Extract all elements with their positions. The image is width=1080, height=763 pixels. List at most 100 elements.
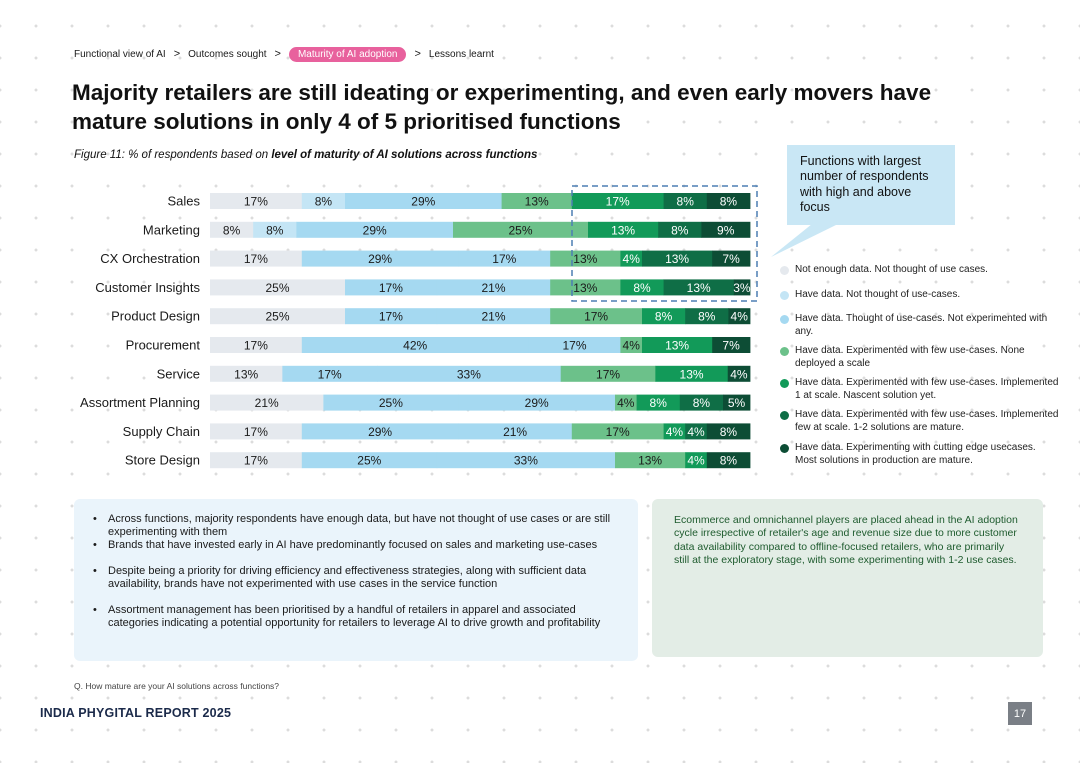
data-label: 17% bbox=[379, 310, 403, 324]
bar-segment bbox=[571, 193, 664, 209]
category-label: Marketing bbox=[143, 222, 200, 237]
bar-segment bbox=[377, 365, 562, 382]
breadcrumb-item-functional-view[interactable]: Functional view of AI bbox=[74, 48, 166, 60]
bar-segment bbox=[663, 279, 735, 296]
category-label: Service bbox=[157, 366, 200, 381]
bar-segment bbox=[301, 423, 459, 440]
bar-segment bbox=[210, 337, 303, 353]
bar-segment bbox=[210, 279, 346, 296]
figure-caption-text: % of respondents based on bbox=[124, 149, 272, 161]
data-label: 8% bbox=[720, 425, 738, 439]
data-label: 17% bbox=[562, 339, 586, 353]
data-label: 13% bbox=[525, 195, 549, 209]
bar-segment bbox=[712, 250, 751, 267]
data-label: 29% bbox=[368, 425, 392, 439]
insights-panel: • Across functions, majority respondents … bbox=[74, 499, 638, 661]
data-label: 4% bbox=[731, 310, 749, 324]
data-label: 13% bbox=[638, 454, 662, 468]
bar-segment bbox=[658, 221, 702, 238]
data-label: 29% bbox=[411, 195, 435, 209]
legend-item: Have data. Experimented with few use-cas… bbox=[780, 345, 1070, 370]
bar-segment bbox=[458, 250, 551, 267]
bar-segment bbox=[458, 394, 616, 411]
data-label: 8% bbox=[223, 223, 241, 237]
legend-label: Have data. Experimented with few use-cas… bbox=[795, 345, 1025, 369]
data-label: 8% bbox=[315, 195, 333, 209]
data-label: 8% bbox=[720, 454, 738, 468]
category-label: Sales bbox=[167, 194, 200, 209]
data-label: 13% bbox=[665, 339, 689, 353]
data-label: 7% bbox=[722, 339, 740, 353]
bar-segment bbox=[685, 423, 708, 440]
report-title: INDIA PHYGITAL REPORT 2025 bbox=[40, 706, 232, 720]
bar-segment bbox=[706, 452, 751, 469]
data-label: 8% bbox=[720, 195, 738, 209]
bar-segment bbox=[282, 365, 378, 382]
bar-segment bbox=[685, 452, 708, 469]
insight-item: • Despite being a priority for driving ef… bbox=[90, 565, 622, 604]
insights-list: • Across functions, majority respondents … bbox=[90, 513, 622, 630]
bar-segment bbox=[615, 452, 686, 469]
legend-label: Have data. Thought of use-cases. Not exp… bbox=[795, 313, 1048, 337]
bar-segment bbox=[571, 423, 664, 440]
data-label: 17% bbox=[596, 367, 620, 381]
bar-segment bbox=[501, 193, 573, 209]
bar-segment bbox=[642, 250, 713, 267]
figure-caption-bold: level of maturity of AI solutions across… bbox=[271, 149, 538, 161]
data-label: 13% bbox=[573, 281, 597, 295]
bar-segment bbox=[210, 221, 254, 238]
bar-segment bbox=[301, 193, 346, 209]
category-label: Procurement bbox=[126, 338, 201, 353]
breadcrumb-item-lessons-learnt[interactable]: Lessons learnt bbox=[428, 48, 494, 60]
bar-segment bbox=[642, 337, 713, 353]
legend-swatch bbox=[780, 411, 789, 420]
insight-item: • Assortment management has been prioriti… bbox=[90, 604, 622, 630]
bar-segment bbox=[679, 394, 724, 411]
breadcrumb-item-outcomes-sought[interactable]: Outcomes sought bbox=[188, 48, 267, 60]
legend-item: Have data. Thought of use-cases. Not exp… bbox=[780, 313, 1070, 338]
callout-box: Functions with largest number of respond… bbox=[787, 145, 955, 225]
bar-segment bbox=[588, 221, 659, 238]
legend-item: Not enough data. Not thought of use case… bbox=[780, 264, 1070, 277]
bar-segment bbox=[560, 365, 656, 382]
data-label: 17% bbox=[244, 454, 268, 468]
data-label: 3% bbox=[733, 281, 751, 295]
insight-text: Brands that have invested early in AI ha… bbox=[108, 539, 598, 551]
bar-segment bbox=[733, 279, 751, 296]
bar-segment bbox=[615, 394, 637, 411]
data-label: 25% bbox=[357, 454, 381, 468]
legend-swatch bbox=[780, 347, 789, 356]
data-label: 13% bbox=[680, 367, 704, 381]
data-label: 7% bbox=[722, 252, 740, 266]
legend-swatch bbox=[780, 315, 789, 324]
data-label: 13% bbox=[573, 252, 597, 266]
data-label: 17% bbox=[606, 425, 630, 439]
data-label: 25% bbox=[508, 223, 532, 237]
data-label: 8% bbox=[698, 310, 716, 324]
data-label: 8% bbox=[677, 195, 695, 209]
callout-pointer bbox=[771, 224, 838, 257]
bar-segment bbox=[453, 221, 589, 238]
bar-segment bbox=[712, 337, 751, 353]
data-label: 8% bbox=[671, 223, 689, 237]
legend-swatch bbox=[780, 291, 789, 300]
category-label: Supply Chain bbox=[123, 424, 200, 439]
bar-segment bbox=[620, 279, 664, 296]
data-label: 21% bbox=[481, 281, 505, 295]
data-label: 13% bbox=[234, 367, 258, 381]
data-label: 4% bbox=[617, 396, 635, 410]
data-label: 17% bbox=[379, 281, 403, 295]
ecommerce-note: Ecommerce and omnichannel players are pl… bbox=[652, 499, 1043, 657]
chevron-right-icon: > bbox=[414, 48, 421, 60]
data-label: 21% bbox=[255, 396, 279, 410]
data-label: 17% bbox=[244, 252, 268, 266]
data-label: 4% bbox=[623, 339, 641, 353]
data-label: 17% bbox=[244, 339, 268, 353]
bar-segment bbox=[723, 394, 751, 411]
bar-segment bbox=[528, 337, 621, 353]
chevron-right-icon: > bbox=[173, 48, 181, 60]
breadcrumb-item-maturity-active[interactable]: Maturity of AI adoption bbox=[288, 46, 407, 62]
bar-segment bbox=[706, 423, 751, 440]
bar-segment bbox=[301, 452, 438, 469]
legend-label: Have data. Experimented with few use-cas… bbox=[795, 377, 1059, 401]
